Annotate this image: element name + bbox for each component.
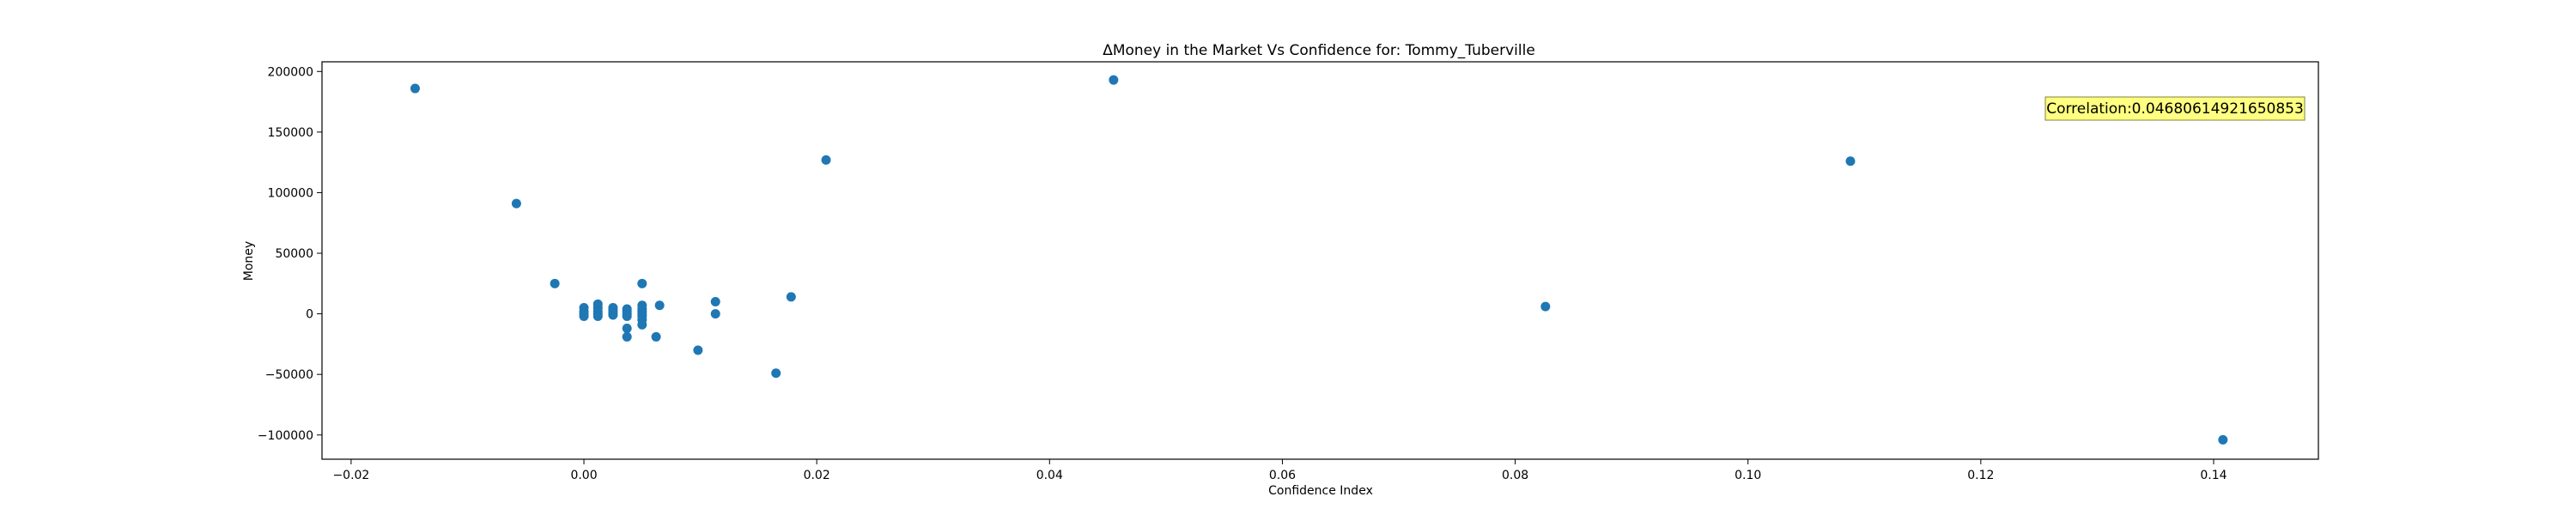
chart-title: ΔMoney in the Market Vs Confidence for: … <box>1103 42 1535 59</box>
y-tick-label: −50000 <box>265 368 313 382</box>
scatter-point <box>622 311 632 321</box>
scatter-point <box>637 278 647 288</box>
x-tick-label: 0.00 <box>570 469 597 482</box>
x-tick-label: 0.14 <box>2200 469 2227 482</box>
scatter-point <box>654 300 665 311</box>
y-axis: −100000 −50000 0 50000 100000 150000 200000 <box>258 65 322 443</box>
y-axis-label: Money <box>242 241 256 281</box>
scatter-point <box>592 311 603 321</box>
x-tick-label: 0.08 <box>1502 469 1528 482</box>
scatter-point <box>550 278 560 288</box>
scatter-point <box>771 368 781 379</box>
scatter-point <box>1109 75 1119 85</box>
scatter-point <box>622 331 632 342</box>
scatter-point <box>821 154 831 165</box>
x-tick-label: −0.02 <box>332 469 369 482</box>
y-tick-label: 100000 <box>268 186 313 200</box>
scatter-point <box>637 319 647 330</box>
y-tick-label: 0 <box>306 308 313 322</box>
scatter-point <box>622 324 632 334</box>
y-tick-label: 200000 <box>268 65 313 79</box>
y-tick-label: 150000 <box>268 126 313 140</box>
scatter-point <box>2218 434 2228 445</box>
scatter-point <box>579 311 589 321</box>
y-tick-label: −100000 <box>258 429 313 443</box>
scatter-point <box>1540 301 1551 312</box>
x-axis: −0.02 0.00 0.02 0.04 0.06 0.08 0.10 0.12 0.14 <box>332 459 2227 482</box>
scatter-point <box>710 309 720 319</box>
scatter-point <box>410 83 420 94</box>
data-points <box>410 75 2228 445</box>
scatter-point <box>608 310 618 320</box>
scatter-point <box>511 198 521 209</box>
correlation-annotation: Correlation:0.04680614921650853 <box>2044 96 2306 121</box>
scatter-point <box>693 345 703 355</box>
x-tick-label: 0.12 <box>1967 469 1994 482</box>
y-tick-label: 50000 <box>275 247 313 261</box>
correlation-text: Correlation:0.04680614921650853 <box>2046 100 2304 118</box>
x-tick-label: 0.02 <box>804 469 830 482</box>
x-tick-label: 0.06 <box>1269 469 1296 482</box>
x-tick-label: 0.04 <box>1036 469 1063 482</box>
scatter-point <box>710 296 720 306</box>
plot-area <box>321 61 2319 460</box>
scatter-point <box>786 292 796 302</box>
correlation-box <box>2044 96 2306 121</box>
x-tick-label: 0.10 <box>1735 469 1761 482</box>
x-axis-label: Confidence Index <box>1268 484 1373 498</box>
scatter-point <box>651 331 661 342</box>
scatter-point <box>1845 156 1856 167</box>
